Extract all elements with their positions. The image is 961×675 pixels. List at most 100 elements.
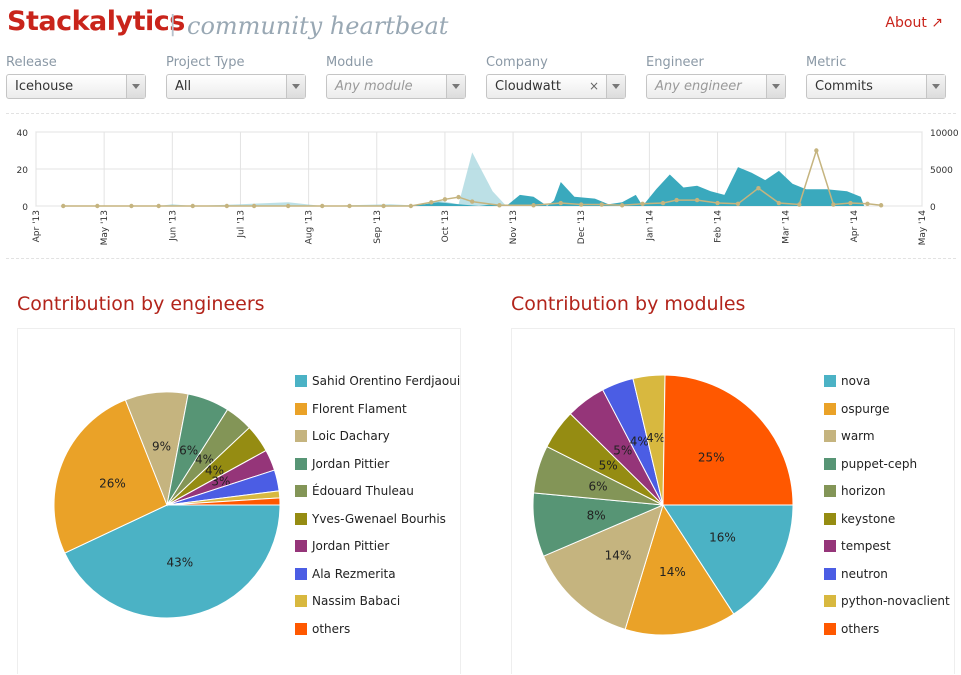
chevron-down-icon[interactable]: [606, 75, 625, 98]
line-point: [599, 202, 604, 207]
legend-label: Loic Dachary: [312, 429, 390, 443]
divider: [6, 113, 956, 114]
modules-pie-chart[interactable]: 16%14%14%8%6%5%5%4%4%25%: [512, 329, 954, 675]
legend-swatch: [295, 567, 307, 580]
filter-value: Icehouse: [15, 79, 74, 94]
timeline-chart[interactable]: 40 10000 20 5000 0 0 Apr '13 May '13 Jun '13 Jul …: [0, 120, 961, 260]
engineers-pie-chart[interactable]: 43%26%9% 6%4%4%3%: [18, 329, 460, 675]
slice-label: 4%: [646, 431, 665, 445]
chevron-down-icon[interactable]: [286, 75, 305, 98]
line-point: [381, 203, 386, 209]
release-select[interactable]: Icehouse: [6, 74, 146, 99]
line-point: [558, 200, 563, 206]
engineer-filter: Engineer Any engineer: [646, 55, 786, 99]
app-logo[interactable]: Stackalytics: [7, 6, 185, 37]
filter-label: Engineer: [646, 55, 704, 70]
legend-swatch: [824, 567, 836, 580]
legend-label: puppet-ceph: [841, 456, 918, 471]
legend-label: neutron: [841, 566, 888, 581]
filter-label: Metric: [806, 55, 847, 70]
slice-label: 9%: [152, 440, 171, 454]
pie-slice: [662, 504, 794, 615]
slice-label: 43%: [166, 555, 193, 569]
line-point: [814, 148, 819, 153]
slice-label: 4%: [195, 453, 214, 467]
chevron-down-icon[interactable]: [446, 75, 465, 98]
project-type-select[interactable]: All: [166, 74, 306, 99]
engineer-select[interactable]: Any engineer: [646, 74, 786, 99]
filter-label: Project Type: [166, 55, 245, 70]
filter-label: Module: [326, 55, 374, 70]
legend-swatch: [295, 402, 307, 415]
module-select[interactable]: Any module: [326, 74, 466, 99]
legend-swatch: [295, 375, 307, 387]
pie-slice: [624, 503, 735, 636]
y2-tick-label: 5000: [930, 166, 953, 176]
line-point: [456, 194, 461, 200]
line-point: [640, 201, 645, 206]
line-point: [95, 203, 100, 209]
legend-label: Jordan Pittier: [312, 539, 390, 553]
company-select[interactable]: Cloudwatt ×: [486, 74, 626, 99]
legend-label: Nassim Babaci: [312, 594, 401, 608]
slice-label: 16%: [709, 530, 736, 544]
legend-label: keystone: [841, 511, 896, 526]
x-tick-label: Feb '14: [714, 210, 724, 243]
line-point: [156, 203, 161, 209]
legend-label: nova: [841, 374, 871, 388]
slice-label: 8%: [587, 509, 606, 523]
x-tick-label: Jul '13: [236, 210, 246, 239]
pie-slice: [166, 497, 281, 506]
line-point: [251, 203, 257, 209]
title-separator: |: [169, 12, 177, 37]
timeline-ticks: 40 10000 20 5000 0 0 Apr '13 May '13 Jun '13 Jul …: [17, 129, 959, 245]
filter-value: Commits: [815, 79, 873, 94]
y2-tick-label: 0: [930, 203, 936, 213]
chevron-down-icon[interactable]: [126, 75, 145, 98]
line-point: [129, 203, 134, 209]
y-tick-label: 0: [22, 203, 28, 213]
legend-label: Ala Rezmerita: [312, 566, 396, 581]
legend-swatch: [295, 595, 307, 607]
slice-label: 25%: [698, 451, 725, 465]
legend-swatch: [295, 485, 307, 497]
pie-slice: [542, 504, 664, 630]
legend-label: Yves-Gwenael Bourhis: [312, 511, 446, 526]
x-tick-label: Apr '14: [850, 210, 860, 243]
filter-placeholder: Any engineer: [655, 79, 742, 94]
legend-label: Jordan Pittier: [312, 456, 390, 471]
line-point: [865, 201, 870, 206]
clear-icon[interactable]: ×: [588, 79, 599, 93]
metric-select[interactable]: Commits: [806, 74, 946, 99]
pie-slice: [53, 399, 168, 554]
line-point: [715, 200, 720, 206]
line-point: [619, 203, 625, 208]
chevron-down-icon[interactable]: [926, 75, 945, 98]
about-link[interactable]: About ↗: [885, 15, 943, 31]
slice-label: 5%: [599, 459, 618, 473]
slice-label: 14%: [659, 565, 686, 579]
line-point: [285, 203, 291, 209]
pie-slice: [64, 504, 281, 619]
chevron-down-icon[interactable]: [766, 75, 785, 98]
line-point: [776, 200, 782, 206]
x-tick-label: May '14: [918, 210, 928, 246]
legend-label: horizon: [841, 484, 886, 498]
x-tick-label: Jan '14: [645, 210, 655, 242]
slice-label: 6%: [179, 443, 198, 457]
x-tick-label: May '13: [100, 210, 110, 245]
slice-label: 5%: [613, 444, 632, 458]
line-point: [735, 201, 741, 206]
line-point: [61, 203, 66, 209]
tagline: community heartbeat: [187, 12, 449, 40]
x-tick-label: Jun '13: [168, 210, 178, 242]
divider: [6, 258, 956, 259]
legend-swatch: [824, 622, 836, 635]
header: Stackalytics | community heartbeat About…: [7, 6, 957, 46]
slice-label: 3%: [211, 475, 230, 489]
slice-label: 4%: [205, 464, 224, 478]
metric-filter: Metric Commits: [806, 55, 946, 99]
legend-swatch: [295, 540, 307, 552]
legend-label: python-novaclient: [841, 594, 950, 608]
line-point: [320, 203, 325, 209]
